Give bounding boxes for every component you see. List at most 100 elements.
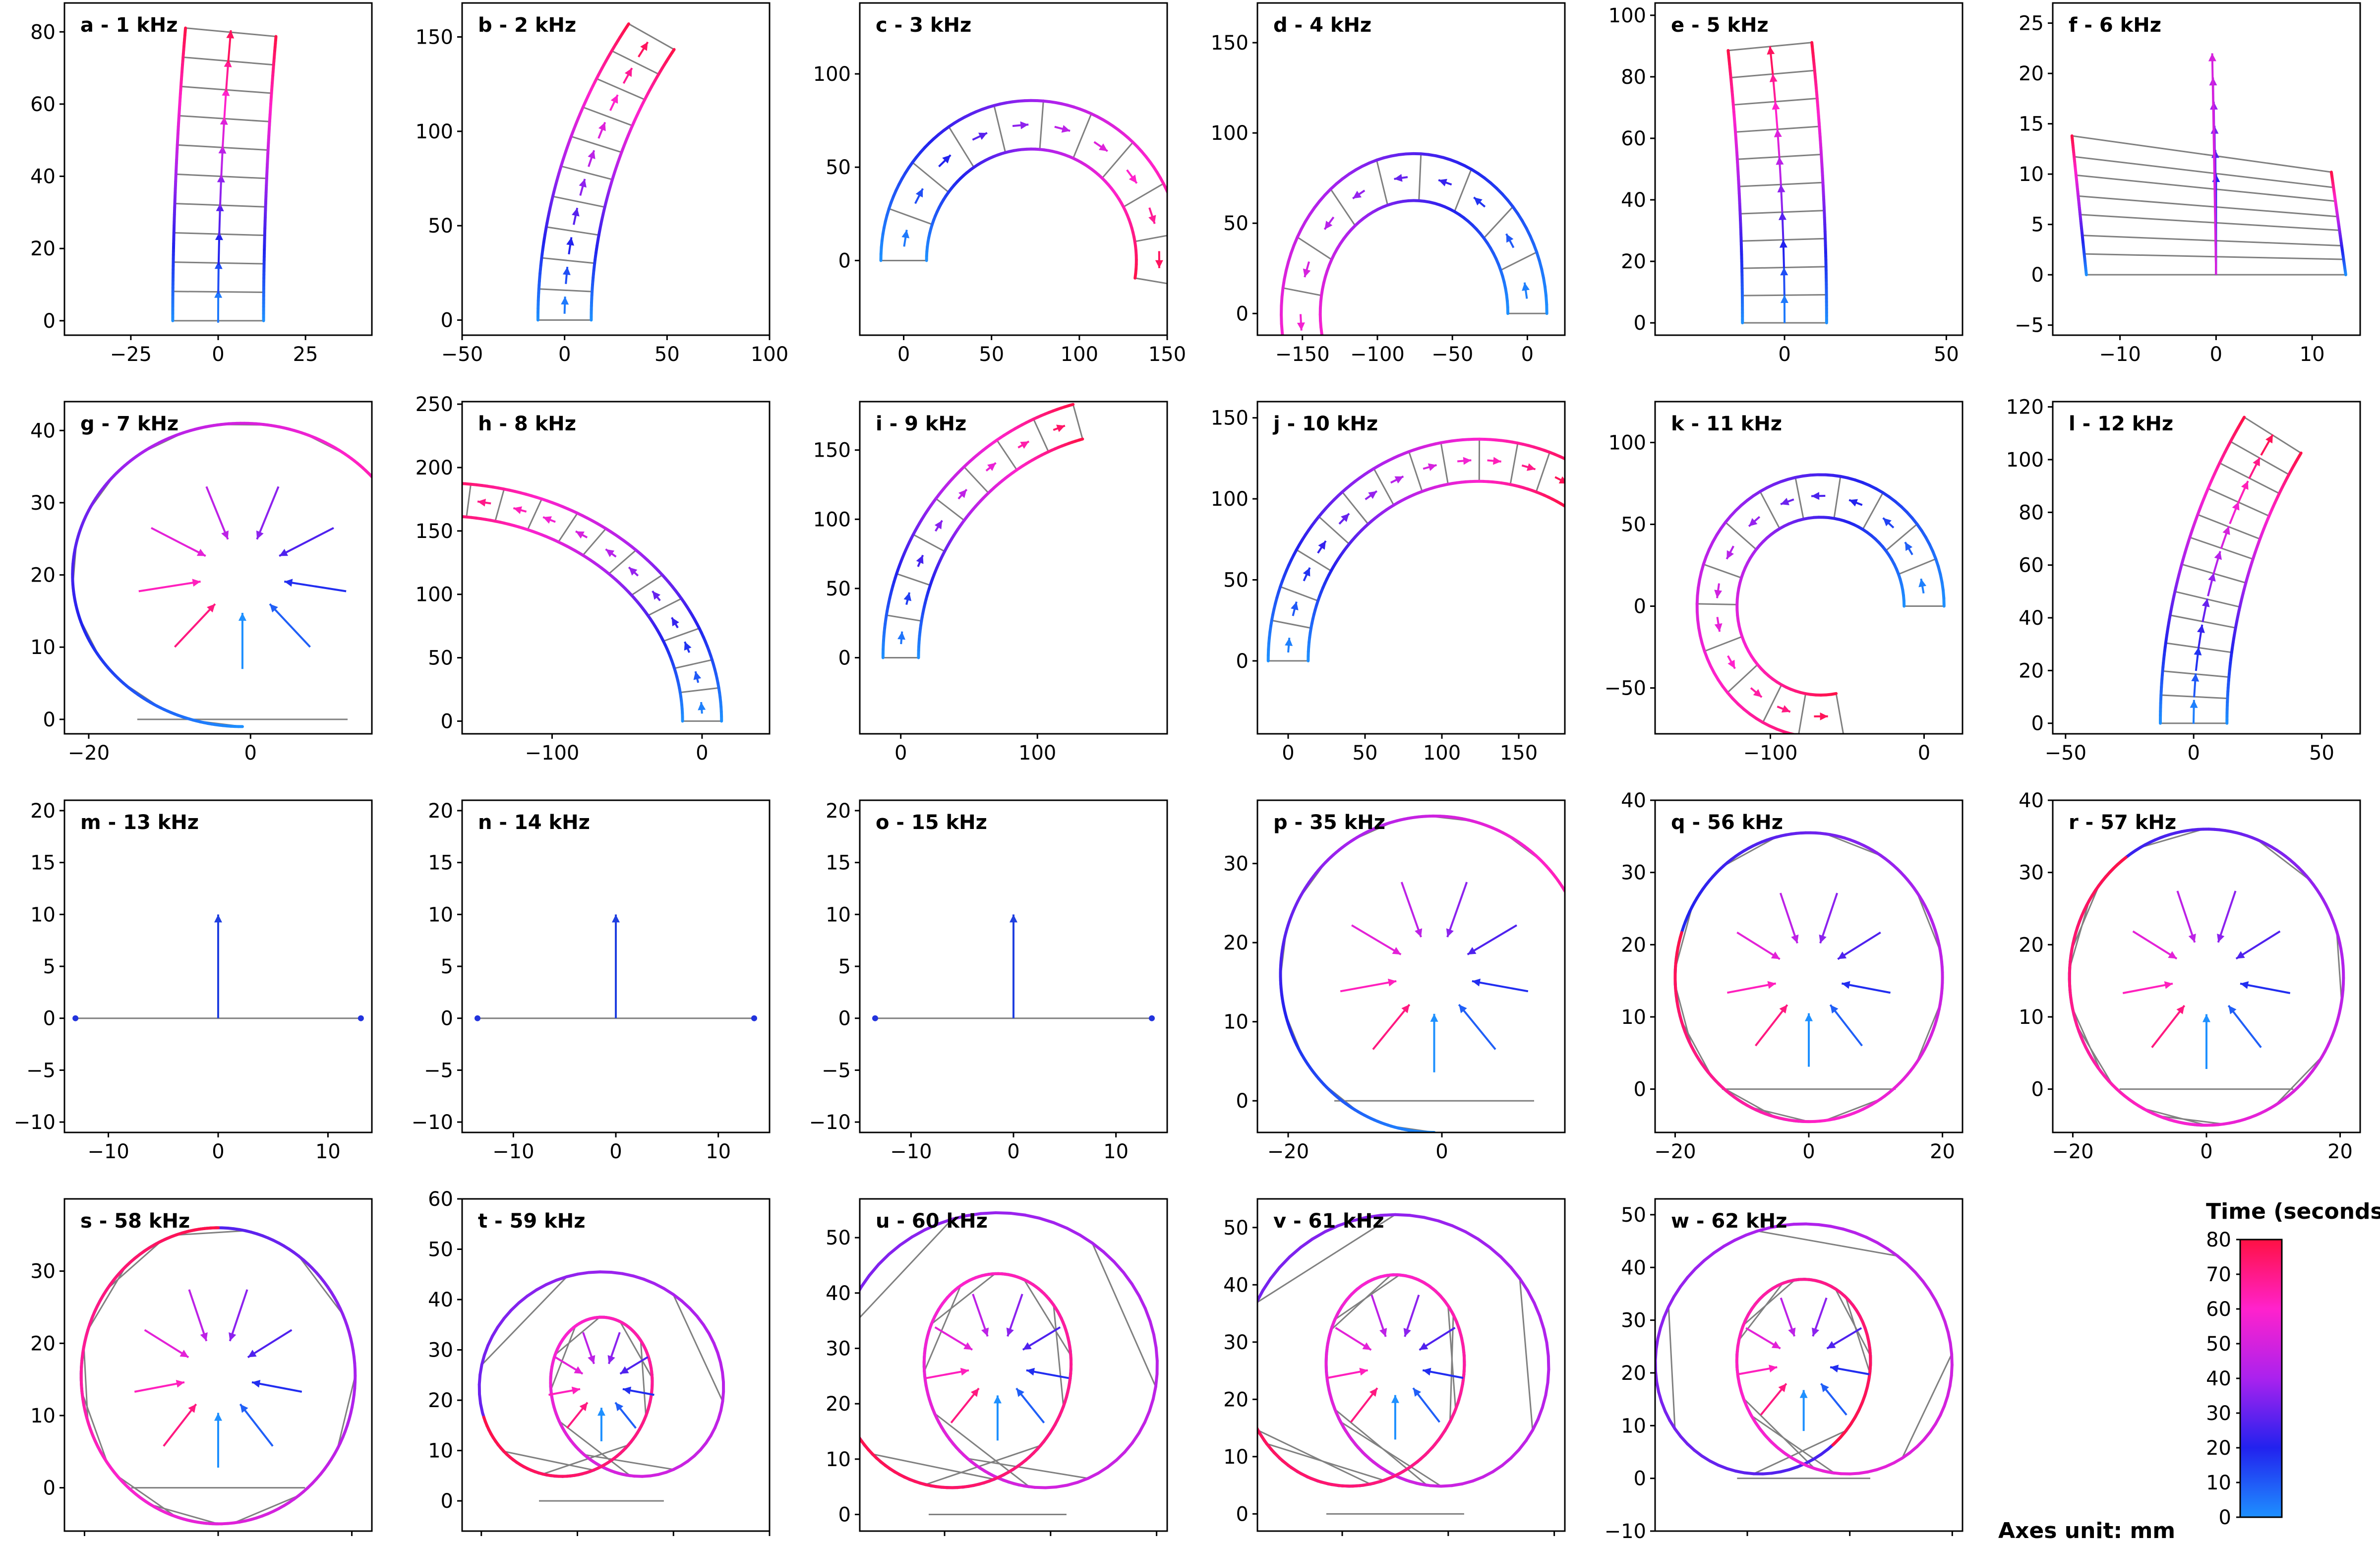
segment-rung bbox=[889, 208, 933, 225]
segment-rung bbox=[1759, 491, 1781, 529]
magnet-arrow bbox=[693, 671, 702, 683]
trajectory-segment bbox=[1090, 1241, 1105, 1254]
segment-rung bbox=[503, 1450, 594, 1471]
colorbar-gradient bbox=[2239, 1239, 2283, 1518]
trajectory-segment bbox=[402, 523, 404, 527]
magnet-arrow bbox=[1457, 457, 1472, 465]
magnet-arrow bbox=[1026, 1367, 1069, 1379]
trajectory-segment bbox=[1272, 1451, 1284, 1463]
segment-rung bbox=[2069, 900, 2090, 968]
trajectory-segment bbox=[1248, 1408, 1252, 1420]
trajectory-segment bbox=[1659, 1315, 1666, 1330]
y-tick-label: 0 bbox=[441, 309, 453, 332]
trajectory-segment bbox=[1357, 403, 1361, 407]
segment-rung bbox=[494, 489, 505, 522]
magnet-arrow bbox=[284, 579, 347, 593]
x-tick-label: 0 bbox=[212, 343, 224, 366]
magnet-arrow bbox=[1811, 492, 1826, 500]
trajectory-segment bbox=[1051, 1419, 1059, 1431]
magnet-arrow bbox=[214, 290, 223, 323]
y-tick-label: 5 bbox=[43, 955, 56, 978]
magnet-arrow bbox=[477, 498, 491, 507]
segment-rung bbox=[1824, 1098, 1881, 1122]
trajectory-segment bbox=[1673, 1427, 1682, 1438]
segment-rung bbox=[1418, 154, 1422, 201]
trajectory-segment bbox=[997, 1471, 1010, 1479]
x-tick-label: 0 bbox=[1918, 742, 1930, 765]
segment-rung bbox=[674, 659, 713, 669]
trajectory-segment bbox=[1423, 1216, 1440, 1223]
trajectory-segment bbox=[967, 1482, 981, 1488]
x-tick-label: 0 bbox=[667, 1539, 680, 1541]
trajectory-segment bbox=[1779, 1468, 1791, 1474]
right-edge-trajectory bbox=[590, 48, 676, 322]
magnet-arrow bbox=[554, 1356, 584, 1375]
trajectory-segment bbox=[924, 1379, 929, 1392]
trajectory-segment bbox=[1461, 1342, 1466, 1355]
x-tick-label: 20 bbox=[339, 1539, 364, 1541]
x-tick-label: 50 bbox=[2309, 742, 2334, 765]
trajectory-segment bbox=[1323, 1224, 1340, 1234]
magnet-arrow bbox=[1918, 578, 1927, 594]
trajectory-segment bbox=[1332, 369, 1335, 374]
trajectory-segment bbox=[1570, 461, 1575, 464]
magnet-arrow bbox=[1521, 463, 1536, 471]
panel-frame bbox=[1256, 401, 1566, 735]
magnet-arrow bbox=[1390, 475, 1404, 484]
trajectory-segment bbox=[404, 618, 405, 622]
trajectory-segment bbox=[609, 1270, 624, 1275]
right-edge-trajectory bbox=[2329, 171, 2347, 277]
trajectory bbox=[1655, 1222, 1954, 1476]
trajectory-segment bbox=[1499, 1255, 1513, 1269]
y-tick-label: −5 bbox=[2015, 314, 2044, 337]
trajectory bbox=[79, 1226, 357, 1526]
segment-rung bbox=[663, 627, 700, 642]
y-tick-label: 40 bbox=[1621, 189, 1646, 212]
trajectory-segment bbox=[502, 1308, 513, 1320]
trajectory-segment bbox=[1257, 1425, 1262, 1435]
x-tick-label: 100 bbox=[1423, 742, 1461, 765]
segment-rung bbox=[672, 1294, 723, 1402]
segment-rung bbox=[948, 126, 975, 168]
magnet-arrow bbox=[1779, 239, 1787, 268]
y-tick-label: 250 bbox=[416, 393, 453, 416]
y-tick-label: 20 bbox=[30, 800, 56, 823]
segment-rung bbox=[1762, 684, 1783, 723]
segment-rung bbox=[912, 162, 950, 193]
panel-t: t - 59 kHz −40 −20 0 20 0 10 20 30 40 50 60 bbox=[428, 1188, 782, 1541]
magnet-arrow bbox=[950, 1387, 980, 1423]
trajectory-segment bbox=[1583, 934, 1584, 937]
trajectory-segment bbox=[1429, 1484, 1443, 1488]
magnet-arrow bbox=[1805, 1013, 1813, 1067]
segment-rung bbox=[2071, 885, 2100, 950]
trajectory-segment bbox=[462, 515, 464, 518]
magnet-arrow bbox=[1467, 924, 1517, 955]
segment-rung bbox=[466, 484, 472, 517]
trajectory-segment bbox=[1066, 1227, 1082, 1237]
trajectory-segment bbox=[1943, 1394, 1949, 1408]
trajectory-segment bbox=[398, 514, 399, 517]
trajectory-segment bbox=[1905, 1262, 1917, 1274]
panel-title: r - 57 kHz bbox=[2069, 811, 2176, 834]
panel-frame bbox=[2052, 799, 2361, 1133]
colorbar-tick-label: 70 bbox=[2206, 1263, 2231, 1286]
trajectory-segment bbox=[1278, 1255, 1291, 1269]
trajectory-segment bbox=[708, 1332, 715, 1345]
y-tick-label: 150 bbox=[1211, 407, 1249, 430]
trajectory-segment bbox=[1258, 1432, 1268, 1445]
y-tick-label: 20 bbox=[2019, 659, 2044, 682]
panel-title: u - 60 kHz bbox=[876, 1210, 988, 1233]
magnet-arrow bbox=[1826, 1327, 1862, 1350]
segment-rung bbox=[1123, 182, 1164, 208]
magnet-arrow bbox=[1736, 931, 1781, 960]
plot-area bbox=[171, 26, 278, 323]
x-tick-label: 100 bbox=[1061, 343, 1098, 366]
trajectory-segment bbox=[1586, 952, 1587, 955]
trajectory-segment bbox=[1022, 1484, 1036, 1489]
colorbar-tick-label: 20 bbox=[2206, 1437, 2231, 1460]
x-tick-label: −100 bbox=[1350, 343, 1405, 366]
panel-title: h - 8 kHz bbox=[478, 413, 576, 435]
plot-area bbox=[1280, 152, 1548, 407]
trajectory-segment bbox=[485, 1424, 493, 1435]
trajectory-segment bbox=[387, 495, 389, 498]
